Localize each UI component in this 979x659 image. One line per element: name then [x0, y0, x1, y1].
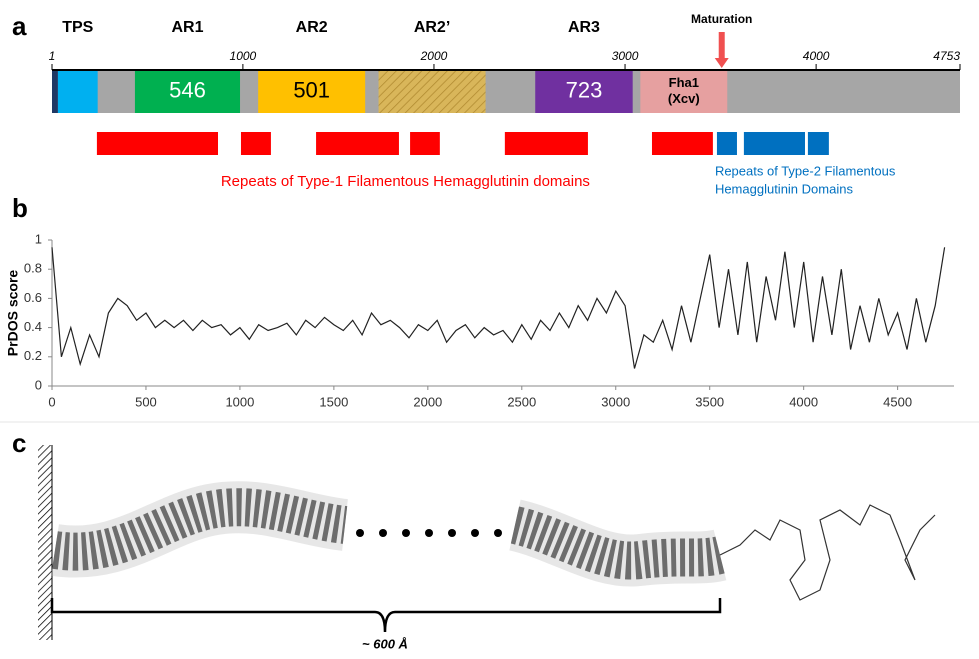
y-tick-label: 0.4 — [24, 319, 42, 334]
maturation-arrow — [714, 32, 729, 68]
x-tick-label: 2000 — [420, 49, 448, 63]
domain — [52, 70, 58, 113]
y-tick-label: 1 — [35, 231, 42, 246]
repeat-legend: Repeats of Type-1 Filamentous Hemaggluti… — [221, 173, 590, 190]
y-tick-label: 0.2 — [24, 348, 42, 363]
repeat — [743, 132, 805, 155]
domain-label: 501 — [293, 77, 330, 102]
brace — [50, 598, 722, 633]
repeat — [96, 132, 219, 155]
x-tick-label: 3500 — [695, 394, 724, 409]
y-tick-label: 0.6 — [24, 290, 42, 305]
x-tick-label: 500 — [135, 394, 157, 409]
repeat-legend: Hemagglutinin Domains — [715, 181, 854, 196]
y-axis-title: PrDOS score — [5, 270, 21, 357]
repeat — [651, 132, 713, 155]
domain-header: AR3 — [568, 19, 600, 36]
panel-label: b — [12, 193, 28, 223]
repeat-legend: Repeats of Type-2 Filamentous — [715, 163, 896, 178]
x-tick-label: 1 — [49, 49, 56, 63]
structure-halo — [51, 481, 349, 578]
x-tick-label: 1000 — [230, 49, 257, 63]
structure — [52, 488, 348, 571]
repeat — [504, 132, 588, 155]
domain-header: AR1 — [171, 19, 203, 36]
panel-label: c — [12, 428, 26, 458]
repeat — [316, 132, 399, 155]
x-tick-label: 3000 — [601, 394, 630, 409]
x-tick-label: 2000 — [413, 394, 442, 409]
domain-pattern — [378, 70, 486, 113]
panel-label: a — [12, 11, 27, 41]
repeat — [807, 132, 829, 155]
domain-label: Fha1 — [669, 75, 699, 90]
x-tick-label: 4000 — [803, 49, 830, 63]
maturation-label: Maturation — [691, 12, 752, 26]
domain — [640, 70, 728, 113]
domain-label: (Xcv) — [668, 91, 700, 106]
repeat — [716, 132, 737, 155]
x-tick-label: 1000 — [225, 394, 254, 409]
domain-label: 546 — [169, 77, 206, 102]
wall — [38, 445, 52, 640]
domain — [134, 70, 241, 113]
structure-halo — [508, 499, 727, 587]
domain-header: AR2 — [296, 19, 328, 36]
x-tick-label: 0 — [48, 394, 55, 409]
ellipsis-dots — [356, 529, 502, 537]
x-tick-label: 4500 — [883, 394, 912, 409]
repeat — [410, 132, 440, 155]
repeat — [240, 132, 271, 155]
x-tick-label: 2500 — [507, 394, 536, 409]
y-tick-label: 0.8 — [24, 261, 42, 276]
panel-c: c ~ 600 Å — [12, 428, 936, 651]
domain-header: TPS — [62, 19, 93, 36]
score-line — [51, 247, 946, 369]
x-tick-label: 4000 — [789, 394, 818, 409]
domain — [57, 70, 98, 113]
disordered-tail — [719, 504, 936, 601]
x-tick-label: 4753 — [933, 49, 960, 63]
structure — [510, 506, 725, 580]
domain — [535, 70, 633, 113]
x-tick-label: 3000 — [612, 49, 639, 63]
scale-label: ~ 600 Å — [362, 636, 408, 651]
domain-label: 723 — [566, 77, 603, 102]
domain — [258, 70, 366, 113]
y-tick-label: 0 — [35, 377, 42, 392]
domain-header: AR2’ — [414, 19, 450, 36]
x-tick-label: 1500 — [319, 394, 348, 409]
